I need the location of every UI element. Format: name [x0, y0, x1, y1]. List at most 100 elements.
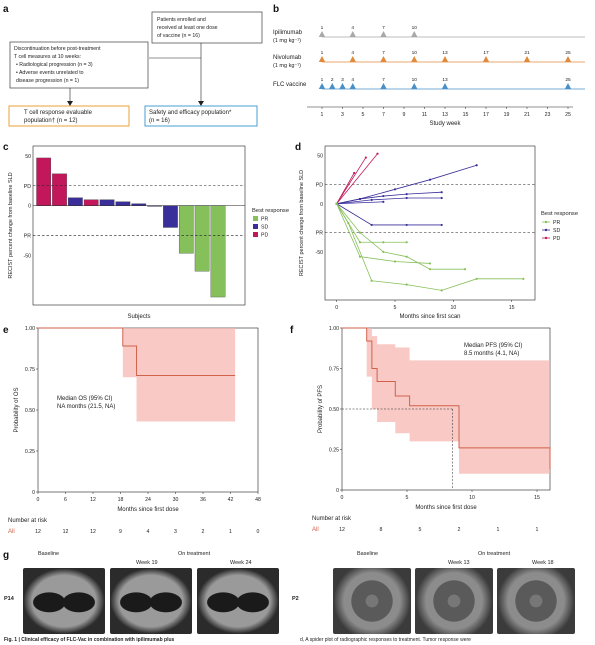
waterfall-pd-label: PD	[24, 184, 31, 190]
schedule-dose-marker	[380, 83, 387, 89]
os-annotation-line-2: NA months (21.5, NA)	[57, 404, 115, 410]
spider-point	[440, 223, 443, 227]
os-risk-count: 9	[119, 529, 122, 535]
spider-point	[370, 198, 373, 201]
ct-left-week2-label: Week 24	[230, 560, 252, 566]
schedule-tick-label: 15	[463, 112, 469, 118]
schedule-dose-week: 10	[412, 50, 418, 56]
schedule-dose-marker	[411, 56, 418, 62]
spider-point	[370, 223, 373, 227]
os-x-tick-label: 42	[228, 497, 234, 503]
schedule-dose-week: 13	[442, 77, 448, 83]
schedule-dose-marker	[523, 56, 531, 62]
schedule-tick-label: 25	[565, 112, 571, 118]
spider-point	[370, 279, 373, 282]
os-risk-title: Number at risk	[8, 518, 48, 524]
schedule-dose-marker	[564, 83, 572, 89]
schedule-tick-label: 21	[524, 112, 530, 118]
waterfall-legend-swatch	[253, 216, 258, 221]
spider-point	[405, 283, 408, 286]
os-y-tick-label: 0.75	[25, 367, 35, 373]
schedule-dose-marker	[329, 83, 336, 89]
schedule-dose-week: 1	[321, 25, 324, 31]
spider-point	[475, 277, 478, 280]
panel-letter-e: e	[3, 325, 9, 336]
ct-left-on-treatment-label: On treatment	[178, 551, 211, 557]
flow-enrolled-line-1: Patients enrolled and	[157, 17, 206, 23]
schedule-dose-marker	[318, 83, 326, 89]
spider-series-line	[336, 201, 384, 205]
flow-safety-line-2: (n = 16)	[149, 118, 170, 124]
flow-disc-line-5: disease progression (n = 1)	[16, 78, 79, 84]
flow-box-discontinuation	[9, 41, 149, 89]
schedule-dose-week: 1	[321, 77, 324, 83]
os-y-axis-label: Probability of OS	[14, 387, 20, 432]
schedule-row-label: Nivolumab	[273, 55, 302, 61]
pfs-y-axis-label: Probability of PFS	[318, 385, 324, 433]
schedule-dose-week: 4	[351, 77, 354, 83]
flow-box-tcell	[8, 105, 130, 127]
os-risk-count: 4	[147, 529, 150, 535]
waterfall-bar	[163, 205, 178, 228]
schedule-tick-label: 9	[403, 112, 406, 118]
spider-frame	[324, 145, 536, 301]
pfs-annotation-line-2: 8.5 months (4.1, NA)	[464, 351, 519, 357]
schedule-dose-week: 3	[341, 77, 344, 83]
schedule-dose-week: 25	[565, 50, 571, 56]
spider-legend-label: PR	[553, 220, 560, 226]
spider-series-line	[336, 203, 431, 264]
schedule-dose-marker	[339, 83, 346, 89]
panel-letter-c: c	[3, 142, 9, 153]
schedule-dose-week: 7	[382, 50, 385, 56]
waterfall-legend-swatch	[253, 232, 258, 237]
flow-disc-line-3: • Radiological progression (n = 3)	[16, 62, 93, 68]
pfs-y-tick-label: 1.00	[329, 326, 339, 332]
flow-arrowhead-main	[198, 101, 204, 106]
spider-point	[405, 241, 408, 244]
os-x-tick-label: 0	[37, 497, 40, 503]
flow-diagram: Patients enrolled and received at least …	[8, 11, 263, 127]
spider-point	[440, 191, 443, 194]
schedule-tick-label: 1	[321, 112, 324, 118]
os-risk-count: 12	[90, 529, 96, 535]
spider-point	[382, 250, 385, 253]
spider-chart: PD PR 50 0 -50 0 5 10 15 Months since first scan R…	[299, 145, 578, 320]
os-risk-count: 1	[229, 529, 232, 535]
waterfall-bar	[52, 173, 67, 206]
schedule-dose-marker	[349, 31, 356, 37]
spider-x-tick-label: 0	[335, 305, 338, 311]
spider-pd-label: PD	[316, 183, 323, 189]
spider-x-tick-label: 15	[509, 305, 515, 311]
waterfall-x-axis-label: Subjects	[127, 314, 150, 320]
pfs-risk-count: 8	[380, 527, 383, 533]
ct-scan-image	[23, 568, 105, 634]
pfs-x-axis-label: Months since first dose	[415, 505, 477, 511]
pfs-risk-count: 1	[536, 527, 539, 533]
schedule-dose-week: 1	[321, 50, 324, 56]
ct-left-patient-label: P14	[4, 596, 14, 602]
spider-point	[428, 268, 432, 271]
ct-scan-image	[110, 568, 192, 634]
schedule-dose-week: 4	[351, 50, 354, 56]
schedule-dose-marker	[411, 83, 418, 89]
spider-point	[358, 241, 362, 244]
ct-right-patient-label: P2	[292, 596, 299, 602]
spider-point	[353, 171, 356, 175]
waterfall-legend-label: SD	[261, 225, 268, 231]
spider-point	[364, 156, 367, 159]
pfs-risk-group: All	[312, 527, 319, 533]
waterfall-y-tick-label: 50	[25, 154, 31, 160]
spider-point	[440, 196, 443, 200]
pfs-risk-count: 2	[458, 527, 461, 533]
spider-point	[382, 241, 385, 244]
spider-point	[405, 193, 408, 196]
os-x-tick-label: 24	[145, 497, 151, 503]
spider-legend-marker	[544, 228, 548, 232]
spider-point	[440, 289, 443, 292]
schedule-dose-week: 10	[412, 25, 418, 31]
pfs-curve	[342, 327, 551, 469]
spider-point	[405, 255, 408, 258]
os-annotation-line-1: Median OS (95% CI)	[57, 396, 112, 402]
